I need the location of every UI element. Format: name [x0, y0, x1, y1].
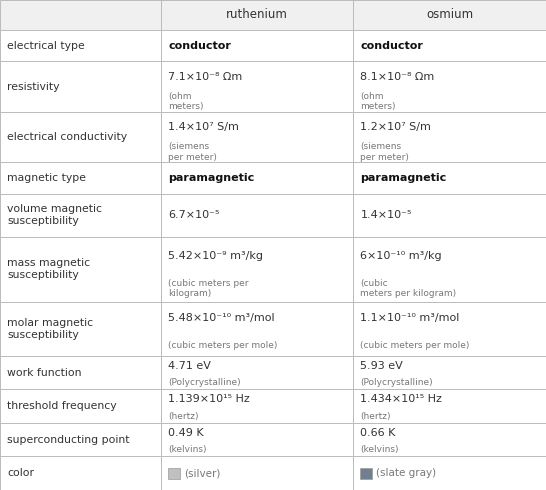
Bar [161, 237, 353, 302]
Text: 5.48×10⁻¹⁰ m³/mol: 5.48×10⁻¹⁰ m³/mol [168, 313, 275, 323]
Bar [161, 194, 353, 237]
Bar [0, 0, 161, 30]
Bar [161, 356, 353, 390]
Bar [0, 457, 161, 490]
Bar [353, 423, 546, 457]
Bar [161, 112, 353, 162]
Text: 5.93 eV: 5.93 eV [360, 361, 403, 371]
Text: (silver): (silver) [184, 468, 221, 478]
Bar [161, 423, 353, 457]
Text: (slate gray): (slate gray) [376, 468, 436, 478]
Bar [0, 194, 161, 237]
Bar [353, 457, 546, 490]
Text: 8.1×10⁻⁸ Ωm: 8.1×10⁻⁸ Ωm [360, 72, 435, 81]
Text: 1.139×10¹⁵ Hz: 1.139×10¹⁵ Hz [168, 394, 250, 404]
Bar [161, 457, 353, 490]
Text: (Polycrystalline): (Polycrystalline) [168, 378, 241, 387]
Text: paramagnetic: paramagnetic [360, 173, 447, 183]
Bar [168, 468, 180, 479]
Bar [161, 390, 353, 423]
Text: 0.66 K: 0.66 K [360, 428, 396, 438]
Text: 0.49 K: 0.49 K [168, 428, 204, 438]
Text: 6×10⁻¹⁰ m³/kg: 6×10⁻¹⁰ m³/kg [360, 251, 442, 261]
Bar [0, 390, 161, 423]
Text: electrical type: electrical type [7, 41, 85, 50]
Text: (kelvins): (kelvins) [360, 445, 399, 454]
Text: conductor: conductor [360, 41, 423, 50]
Text: volume magnetic
susceptibility: volume magnetic susceptibility [7, 204, 102, 226]
Text: threshold frequency: threshold frequency [7, 401, 117, 411]
Text: 1.2×10⁷ S/m: 1.2×10⁷ S/m [360, 122, 431, 132]
Text: 1.4×10⁷ S/m: 1.4×10⁷ S/m [168, 122, 239, 132]
Bar [161, 61, 353, 112]
Text: molar magnetic
susceptibility: molar magnetic susceptibility [7, 318, 93, 340]
Text: osmium: osmium [426, 8, 473, 22]
Bar [0, 237, 161, 302]
Bar [353, 162, 546, 194]
Text: (ohm
meters): (ohm meters) [360, 92, 396, 111]
Text: (hertz): (hertz) [168, 412, 199, 421]
Text: superconducting point: superconducting point [7, 435, 129, 445]
Bar [353, 356, 546, 390]
Text: (cubic
meters per kilogram): (cubic meters per kilogram) [360, 279, 456, 298]
Text: 1.1×10⁻¹⁰ m³/mol: 1.1×10⁻¹⁰ m³/mol [360, 313, 460, 323]
Text: (hertz): (hertz) [360, 412, 391, 421]
Text: 7.1×10⁻⁸ Ωm: 7.1×10⁻⁸ Ωm [168, 72, 242, 81]
Text: mass magnetic
susceptibility: mass magnetic susceptibility [7, 258, 90, 280]
Text: (cubic meters per mole): (cubic meters per mole) [168, 341, 277, 349]
Text: (ohm
meters): (ohm meters) [168, 92, 204, 111]
Text: (siemens
per meter): (siemens per meter) [360, 142, 410, 162]
Bar [353, 0, 546, 30]
Text: conductor: conductor [168, 41, 231, 50]
Text: 1.434×10¹⁵ Hz: 1.434×10¹⁵ Hz [360, 394, 442, 404]
Text: ruthenium: ruthenium [226, 8, 288, 22]
Text: (cubic meters per mole): (cubic meters per mole) [360, 341, 470, 349]
Text: 6.7×10⁻⁵: 6.7×10⁻⁵ [168, 210, 219, 220]
Text: work function: work function [7, 368, 81, 378]
Bar [353, 302, 546, 356]
Text: color: color [7, 468, 34, 478]
Bar [0, 30, 161, 61]
Text: (Polycrystalline): (Polycrystalline) [360, 378, 433, 387]
Bar [353, 30, 546, 61]
Bar [0, 162, 161, 194]
Bar [0, 356, 161, 390]
Text: (kelvins): (kelvins) [168, 445, 207, 454]
Text: paramagnetic: paramagnetic [168, 173, 254, 183]
Bar [360, 468, 372, 479]
Bar [0, 423, 161, 457]
Text: (siemens
per meter): (siemens per meter) [168, 142, 217, 162]
Bar [0, 302, 161, 356]
Text: resistivity: resistivity [7, 82, 60, 92]
Bar [353, 61, 546, 112]
Text: 5.42×10⁻⁹ m³/kg: 5.42×10⁻⁹ m³/kg [168, 251, 263, 261]
Bar [353, 112, 546, 162]
Bar [0, 112, 161, 162]
Bar [161, 30, 353, 61]
Bar [0, 61, 161, 112]
Text: 4.71 eV: 4.71 eV [168, 361, 211, 371]
Bar [161, 302, 353, 356]
Bar [161, 0, 353, 30]
Bar [353, 194, 546, 237]
Text: 1.4×10⁻⁵: 1.4×10⁻⁵ [360, 210, 412, 220]
Text: electrical conductivity: electrical conductivity [7, 132, 127, 142]
Text: (cubic meters per
kilogram): (cubic meters per kilogram) [168, 279, 248, 298]
Bar [353, 237, 546, 302]
Bar [161, 162, 353, 194]
Bar [353, 390, 546, 423]
Text: magnetic type: magnetic type [7, 173, 86, 183]
